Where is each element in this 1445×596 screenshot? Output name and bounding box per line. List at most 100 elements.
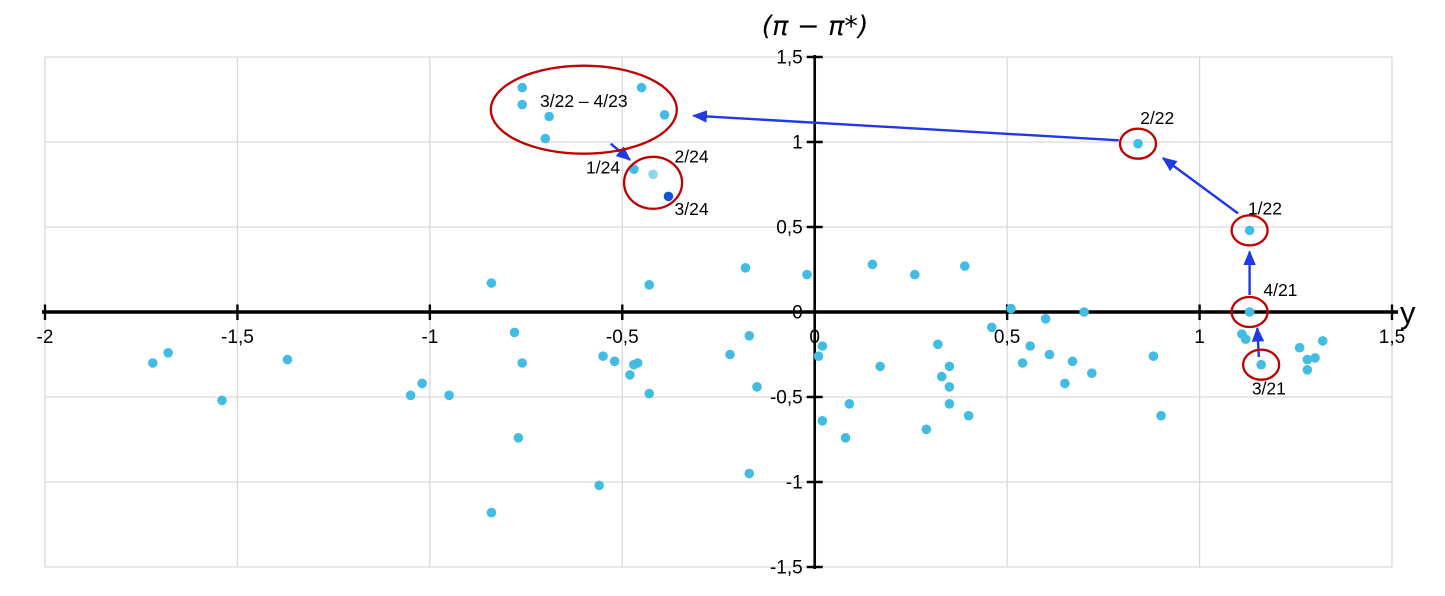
arrow-1-22-to-2-22 (1161, 157, 1239, 215)
x-tick-label: 0,5 (994, 327, 1020, 348)
scatter-point (644, 280, 655, 290)
scatter-point (405, 390, 416, 401)
x-axis-name: y (1400, 295, 1416, 330)
scatter-point (740, 263, 751, 273)
scatter-point (609, 356, 620, 367)
scatter-point (840, 433, 851, 443)
scatter-point (1133, 138, 1143, 149)
scatter-point (875, 361, 885, 372)
scatter-point (963, 410, 974, 421)
scatter-point (632, 358, 643, 368)
scatter-point (1060, 378, 1070, 389)
scatter-point (744, 468, 755, 479)
scatter-point (725, 349, 735, 360)
scatter-point (1044, 349, 1055, 360)
scatter-point (867, 259, 878, 270)
scatter-point (217, 395, 227, 406)
circle-2-22 (1118, 127, 1158, 160)
annotation-label: 4/21 (1263, 280, 1297, 300)
axes (42, 55, 1398, 569)
annotation-labels: 3/22 – 4/23 1/24 2/24 3/24 2/22 1/22 4/21 3/21 (540, 91, 1297, 398)
group-1-24-3-24 (622, 155, 684, 210)
scatter-point (802, 269, 812, 280)
x-tick-label: -1,5 (221, 327, 254, 348)
scatter-point (944, 399, 955, 409)
scatter-point (486, 278, 497, 288)
y-tick-label: -1,5 (770, 558, 803, 579)
arrow-2-22-to-ellipse (692, 110, 1119, 142)
x-tick-label: 1,5 (1379, 327, 1405, 348)
scatter-point (1310, 353, 1320, 363)
scatter-point (1244, 307, 1255, 317)
scatter-point (944, 361, 955, 372)
y-tick-label: 1 (792, 133, 803, 154)
scatter-point (1240, 334, 1251, 345)
circle-3-21 (1241, 348, 1281, 381)
scatter-point (844, 399, 855, 409)
scatter-point (921, 424, 932, 435)
scatter-point (540, 133, 551, 144)
scatter-point (644, 388, 655, 399)
x-tick-label: 0 (809, 327, 820, 348)
scatter-point (417, 378, 427, 389)
annotation-ellipses (489, 64, 1281, 381)
scatter-point (752, 382, 762, 392)
scatter-point (486, 507, 497, 518)
scatter-point (960, 261, 970, 271)
scatter-point (517, 82, 528, 93)
scatter-point (509, 327, 520, 338)
point-3-24 (663, 191, 674, 202)
annotation-label: 3/22 – 4/23 (540, 91, 628, 111)
scatter-point (282, 354, 293, 365)
scatter-point (817, 341, 828, 351)
annotation-label: 3/24 (675, 199, 709, 219)
scatter-point (986, 322, 997, 333)
scatter-point (636, 82, 647, 93)
scatter-point (813, 351, 824, 362)
scatter-point (163, 348, 173, 358)
annotation-label: 1/24 (586, 158, 620, 178)
scatter-point (598, 351, 608, 362)
arrow-ellipse-to-1-24 (609, 142, 632, 161)
scatter-point (944, 382, 955, 392)
scatter-point (933, 339, 943, 350)
scatter-point (1025, 341, 1036, 351)
scatter-point (1294, 342, 1305, 353)
scatter-point (517, 99, 528, 110)
x-tick-label: -2 (37, 327, 54, 348)
scatter-point (1087, 368, 1097, 379)
x-tick-label: -0,5 (606, 327, 639, 348)
annotation-label: 1/22 (1248, 198, 1282, 218)
scatter-point (1256, 359, 1266, 370)
scatter-point (1156, 410, 1166, 421)
scatter-point (1017, 358, 1028, 368)
scatter-point (817, 416, 828, 426)
annotation-label: 3/21 (1252, 379, 1286, 399)
x-tick-label: 1 (1194, 327, 1205, 348)
y-tick-label: -0,5 (770, 388, 803, 409)
y-tick-label: 1,5 (776, 48, 802, 69)
scatter-point (147, 358, 158, 368)
x-tick-label: -1 (421, 327, 438, 348)
circle-1-22 (1230, 214, 1269, 247)
scatter-point (1079, 307, 1089, 317)
scatter-point (1244, 225, 1255, 236)
scatter-point (936, 371, 947, 382)
scatter-point (517, 358, 528, 368)
scatter-point (659, 110, 670, 120)
scatter-point (1040, 314, 1051, 324)
scatter-point (444, 390, 454, 401)
y-tick-label: 0,5 (776, 218, 802, 239)
scatter-point (544, 111, 554, 122)
arrow-3-21-to-4-21 (1251, 326, 1265, 358)
y-tick-label: -1 (786, 473, 803, 494)
tick-marks-and-labels: -2 -1,5 -1 -0,5 0 0,5 1 1,5 1,5 1 0,5 0 -0,5 -1 -1,5 (37, 48, 1406, 579)
scatter-point (1302, 354, 1313, 365)
scatter-point (594, 480, 604, 491)
circle-4-21 (1230, 295, 1269, 329)
scatter-point (1148, 351, 1159, 362)
group-3-22-4-23 (489, 64, 678, 155)
scatter-point (909, 269, 920, 280)
